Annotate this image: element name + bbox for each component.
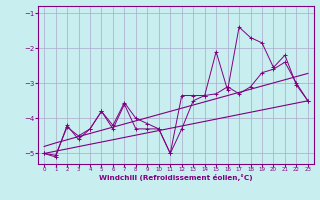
X-axis label: Windchill (Refroidissement éolien,°C): Windchill (Refroidissement éolien,°C) [99,174,253,181]
